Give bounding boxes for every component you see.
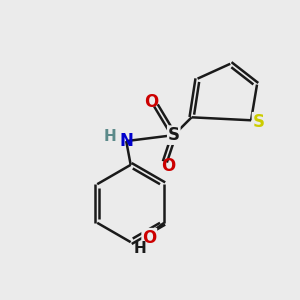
Text: S: S [168,126,180,144]
Text: O: O [144,93,159,111]
Text: O: O [142,229,156,247]
Text: H: H [103,129,116,144]
Text: N: N [119,132,133,150]
Text: H: H [134,241,147,256]
Text: S: S [253,113,265,131]
Text: O: O [161,157,175,175]
